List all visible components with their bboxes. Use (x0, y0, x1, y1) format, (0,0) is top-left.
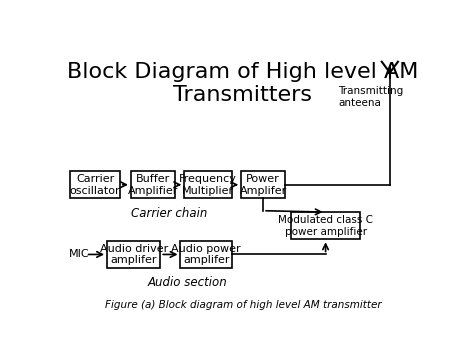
Text: Frequency
Multiplier: Frequency Multiplier (179, 174, 237, 196)
Text: Carrier
oscillator: Carrier oscillator (70, 174, 120, 196)
Text: Transmitting
anteena: Transmitting anteena (338, 86, 404, 108)
FancyBboxPatch shape (107, 241, 160, 268)
Text: Carrier chain: Carrier chain (131, 207, 207, 220)
Text: Audio power
amplifer: Audio power amplifer (172, 244, 241, 265)
FancyBboxPatch shape (70, 171, 120, 198)
Text: Audio driver
amplifer: Audio driver amplifer (100, 244, 168, 265)
FancyBboxPatch shape (131, 171, 175, 198)
FancyBboxPatch shape (184, 171, 232, 198)
Text: Figure (a) Block diagram of high level AM transmitter: Figure (a) Block diagram of high level A… (105, 300, 381, 311)
FancyBboxPatch shape (181, 241, 232, 268)
FancyBboxPatch shape (291, 212, 360, 239)
FancyBboxPatch shape (241, 171, 285, 198)
Text: MIC: MIC (68, 250, 89, 260)
Text: Buffer
Amplifier: Buffer Amplifier (128, 174, 178, 196)
Text: Audio section: Audio section (147, 276, 227, 289)
Text: Modulated class C
power amplifier: Modulated class C power amplifier (278, 215, 373, 236)
Text: Power
Amplifer: Power Amplifer (239, 174, 287, 196)
Text: Block Diagram of High level AM
Transmitters: Block Diagram of High level AM Transmitt… (67, 62, 419, 105)
